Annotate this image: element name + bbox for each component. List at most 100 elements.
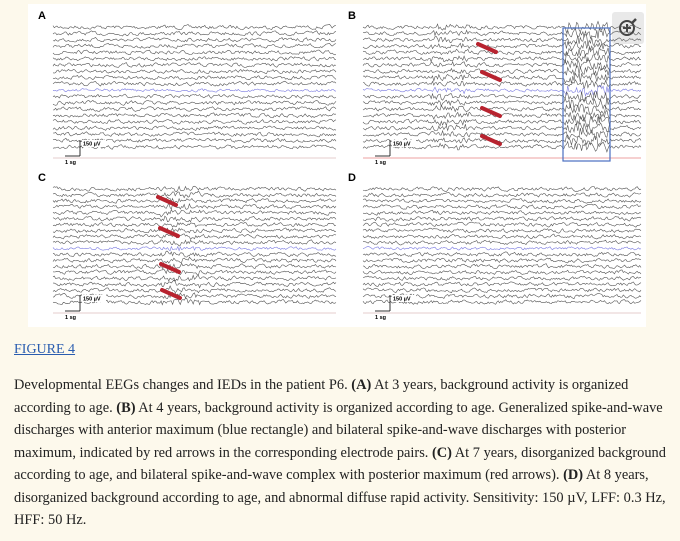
- eeg-trace-blue: [362, 246, 642, 251]
- panel-label: A: [38, 10, 46, 22]
- eeg-trace: [362, 91, 642, 102]
- eeg-trace: [362, 263, 642, 270]
- eeg-trace: [362, 79, 642, 89]
- eeg-trace: [362, 72, 642, 84]
- caption-text: At 4 years, background activity is organ…: [14, 399, 663, 461]
- eeg-trace: [52, 23, 337, 31]
- eeg-trace: [52, 106, 337, 112]
- eeg-trace: [52, 215, 337, 223]
- red-arrow: [480, 134, 502, 146]
- red-arrow: [156, 195, 178, 207]
- eeg-trace: [362, 275, 642, 281]
- eeg-trace: [52, 262, 337, 270]
- amplitude-label: 150 µV: [83, 297, 101, 303]
- figure-link[interactable]: FIGURE 4: [14, 342, 76, 357]
- amplitude-label: 150 µV: [393, 142, 411, 148]
- eeg-trace: [362, 109, 642, 122]
- eeg-trace: [362, 281, 642, 287]
- eeg-trace: [362, 269, 642, 276]
- eeg-trace: [362, 287, 642, 294]
- eeg-trace: [52, 93, 337, 99]
- caption-text: Developmental EEGs changes and IEDs in t…: [14, 377, 352, 393]
- eeg-trace: [52, 43, 337, 49]
- eeg-trace: [52, 74, 337, 81]
- eeg-trace: [52, 222, 337, 228]
- caption: Developmental EEGs changes and IEDs in t…: [14, 374, 669, 532]
- amplitude-label: 150 µV: [393, 297, 411, 303]
- eeg-trace: [52, 190, 337, 199]
- time-label: 1 sg: [65, 315, 76, 321]
- red-arrow: [159, 262, 181, 274]
- red-arrow: [476, 42, 498, 54]
- eeg-trace: [52, 239, 337, 247]
- eeg-trace: [362, 251, 642, 257]
- scale-label-bg: [82, 295, 106, 302]
- eeg-trace: [52, 62, 337, 68]
- eeg-trace: [52, 202, 337, 210]
- eeg-trace: [362, 103, 642, 115]
- eeg-trace: [52, 285, 337, 294]
- eeg-trace: [52, 125, 337, 131]
- eeg-trace: [52, 99, 337, 106]
- eeg-trace: [52, 137, 337, 144]
- eeg-trace: [52, 185, 337, 193]
- eeg-trace: [362, 233, 642, 240]
- eeg-trace: [362, 20, 642, 34]
- eeg-trace: [362, 209, 642, 216]
- zoom-icon: [631, 18, 637, 24]
- eeg-trace: [52, 279, 337, 289]
- panel-label: C: [38, 172, 46, 184]
- eeg-trace: [362, 186, 642, 192]
- caption-bold: (D): [563, 467, 584, 483]
- panel-label: B: [348, 10, 356, 22]
- eeg-trace: [362, 140, 642, 153]
- eeg-trace: [52, 256, 337, 264]
- figure: A 150 µV 1 sg B 150 µV 1 sg C 150 µV 1 sg D 150 µV…: [28, 4, 646, 327]
- eeg-trace: [52, 118, 337, 125]
- eeg-trace: [52, 68, 337, 74]
- red-arrow: [480, 106, 502, 118]
- eeg-trace: [362, 192, 642, 198]
- eeg-trace: [362, 216, 642, 222]
- caption-text: At 3 years, background activity is organ…: [14, 377, 629, 416]
- eeg-trace-blue: [52, 245, 337, 252]
- eeg-trace: [52, 233, 337, 240]
- eeg-trace-blue: [52, 88, 337, 93]
- eeg-trace: [52, 37, 337, 43]
- eeg-trace: [362, 27, 642, 40]
- eeg-trace: [52, 208, 337, 218]
- eeg-trace: [362, 227, 642, 234]
- caption-bold: (B): [116, 399, 136, 416]
- eeg-trace: [362, 299, 642, 305]
- time-label: 1 sg: [375, 160, 386, 166]
- eeg-trace: [362, 122, 642, 134]
- eeg-trace: [362, 58, 642, 71]
- caption-text: At 7 years, disorganized background acco…: [14, 444, 666, 484]
- eeg-trace: [362, 115, 642, 128]
- eeg-trace: [362, 257, 642, 264]
- time-label: 1 sg: [65, 160, 76, 166]
- eeg-trace: [362, 239, 642, 246]
- eeg-trace: [362, 34, 642, 47]
- caption-text: At 8 years, disorganized background acco…: [14, 467, 666, 528]
- caption-bold: (C): [432, 444, 452, 461]
- eeg-trace: [52, 80, 337, 87]
- scale-label-bg: [82, 140, 106, 147]
- eeg-trace: [52, 30, 337, 37]
- amplitude-label: 150 µV: [83, 142, 101, 148]
- red-arrow: [480, 70, 502, 82]
- eeg-trace: [362, 40, 642, 52]
- eeg-trace: [52, 56, 337, 62]
- eeg-trace: [362, 52, 642, 63]
- eeg-trace: [52, 196, 337, 204]
- eeg-trace: [362, 96, 642, 110]
- eeg-trace: [52, 227, 337, 234]
- eeg-trace-blue: [362, 85, 642, 98]
- eeg-trace: [362, 198, 642, 204]
- blue-rectangle: [562, 27, 611, 162]
- eeg-trace: [52, 112, 337, 119]
- eeg-trace: [362, 128, 642, 141]
- eeg-trace: [52, 49, 337, 56]
- time-label: 1 sg: [375, 315, 386, 321]
